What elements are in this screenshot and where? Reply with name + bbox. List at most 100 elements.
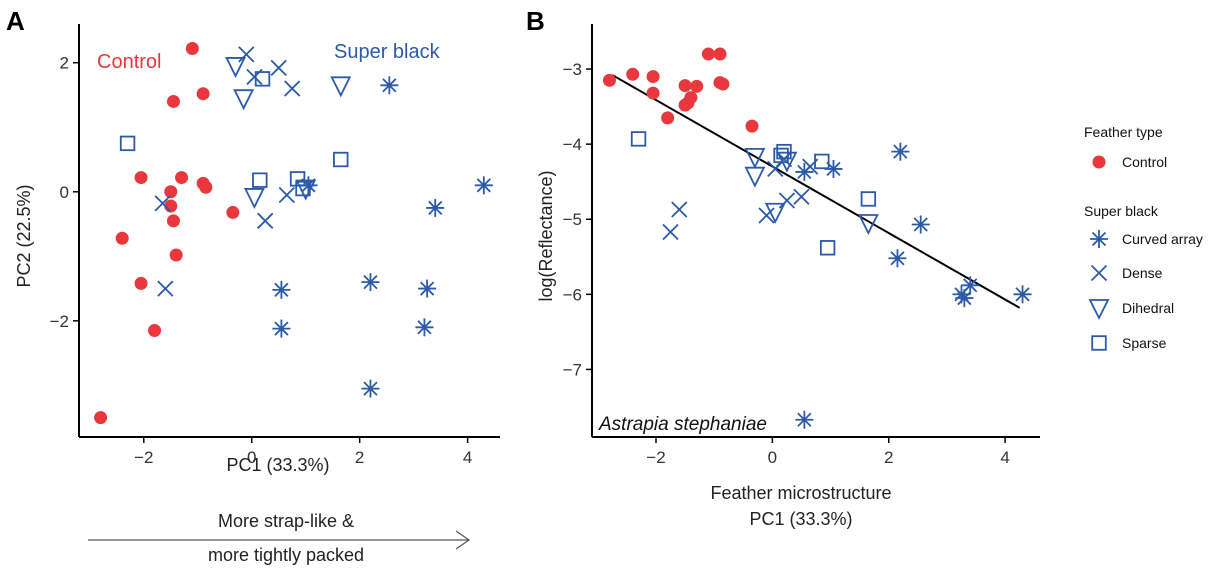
b-point-dense [662,223,679,241]
legend-label-dense: Dense [1122,265,1163,281]
x-tick-label: 4 [463,448,472,467]
y-tick-label: −7 [563,360,582,379]
y-tick-label: −4 [563,135,582,154]
arrow-head [455,530,471,550]
b-point-control [701,47,715,61]
a-point-dihedral [233,89,255,111]
a-point-sparse [252,172,268,188]
b-point-sparse [814,153,830,170]
a-point-curved-array [415,318,434,337]
astrapia-stephaniae-label: Astrapia stephaniae [598,414,767,435]
a-point-curved-array [426,198,445,217]
a-point-control [169,248,183,262]
a-point-control [164,185,178,199]
a-point-control [134,276,148,290]
b-point-control [646,70,660,84]
arrow-caption-line-2: more tightly packed [208,545,364,565]
y-tick-label: 2 [60,54,69,73]
y-tick-label: −5 [563,210,582,229]
b-point-control [661,111,675,125]
b-point-control [678,79,692,93]
b-point-control [690,79,704,93]
b-point-dense [793,188,810,205]
a-point-sparse [119,135,136,152]
a-point-curved-array [361,273,380,292]
b-point-curved-array [888,249,907,268]
b-point-control [716,77,730,91]
a-point-dihedral [225,57,246,78]
panel-b-ticks: −2 0 2 4 −7 −6 −5 −4 −3 [563,60,1010,467]
a-point-control [115,231,129,245]
a-point-sparse [289,171,306,187]
b-point-curved-array [795,410,814,429]
panel-a-letter: A [6,6,25,36]
b-point-sparse [630,131,647,147]
regression-line [611,74,1021,309]
a-point-curved-array [380,76,399,95]
a-point-dense [278,186,295,204]
a-point-control [199,180,213,194]
super-black-group-annotation: Super black [334,41,441,63]
legend-title-feather-type: Feather type [1084,124,1163,140]
b-point-dihedral [857,214,879,236]
a-point-control [175,171,189,185]
panel-b-x-axis-title-line-1: Feather microstructure [710,483,891,503]
a-point-control [148,324,162,338]
legend-label-curved-array: Curved array [1122,231,1203,247]
x-tick-label: 2 [355,448,364,467]
a-point-dense [270,59,287,77]
b-point-curved-array [911,215,930,234]
a-point-control [166,94,180,108]
a-point-control [185,42,199,56]
triangle-down-icon [1088,299,1110,321]
a-point-control [94,411,108,425]
b-point-sparse [776,143,792,160]
legend-control-label: Control [1122,154,1167,170]
panel-b-axes [591,24,1040,438]
b-point-control [646,86,660,100]
panel-b-plot: −2 0 2 4 −7 −6 −5 −4 −3 Feather microstructure P… [536,24,1040,529]
b-point-control [626,67,640,81]
a-point-dense [257,212,274,229]
b-point-curved-array [891,142,910,161]
x-tick-label: −2 [134,448,153,467]
panel-b-letter: B [526,6,545,36]
y-tick-label: −2 [50,312,69,331]
legend-markers [1088,230,1110,351]
b-point-sparse [773,147,789,164]
a-point-sparse [254,71,271,87]
legend-label-sparse: Sparse [1122,335,1167,351]
direction-arrow [88,530,471,550]
a-point-sparse [295,180,311,197]
legend: Feather type Control Super black Curved … [1084,124,1203,351]
a-point-dense [284,80,301,97]
a-point-curved-array [418,279,437,298]
a-point-control [166,214,180,228]
legend-label-dihedral: Dihedral [1122,300,1174,316]
y-tick-label: −3 [563,60,582,79]
a-point-dense [157,280,174,297]
b-point-sparse [819,240,836,256]
cross-icon [1090,264,1108,282]
square-icon [1091,335,1107,351]
a-point-dihedral [330,76,352,98]
a-point-curved-array [361,379,380,398]
y-tick-label: 0 [60,183,69,202]
legend-title-super-black: Super black [1084,203,1159,219]
panel-b-x-axis-title-line-2: PC1 (33.3%) [749,509,852,529]
x-tick-label: −2 [646,448,665,467]
a-point-control [226,205,240,219]
b-point-dihedral [764,202,786,224]
a-point-dense [238,46,255,63]
x-tick-label: 0 [768,448,777,467]
b-point-curved-array [961,276,980,295]
y-tick-label: −6 [563,285,582,304]
panel-a-points [94,42,493,425]
a-point-curved-array [272,280,291,299]
panel-b-points [602,47,1032,429]
panel-a-axes [78,24,500,438]
a-point-control [196,87,210,101]
b-point-control [745,119,759,133]
b-point-dihedral [744,148,766,169]
